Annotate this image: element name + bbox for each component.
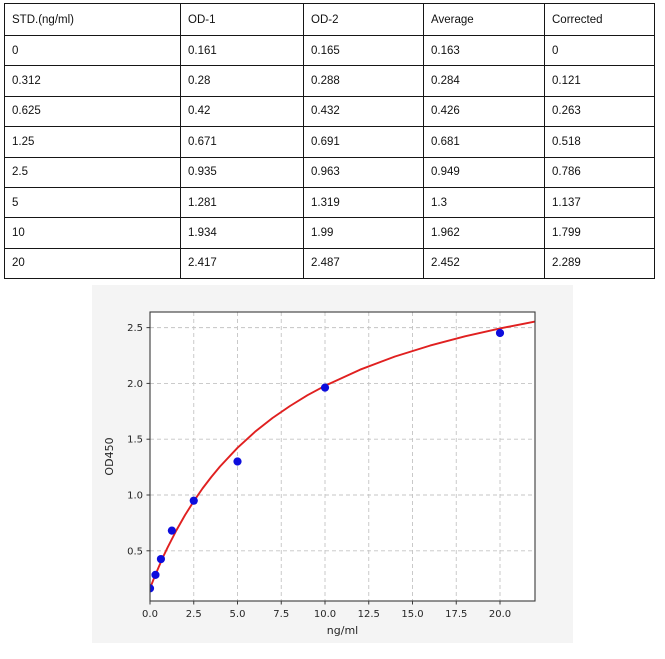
y-tick-label: 2.0 <box>127 379 143 390</box>
standard-curve-chart: 0.0 2.5 5.0 7.5 10.0 12.5 15.0 17.5 20.0 0.5 1.0 1.… <box>103 311 536 637</box>
x-tick-label: 20.0 <box>489 609 511 620</box>
table-cell: 0.263 <box>544 95 655 128</box>
table-cell: 1.962 <box>423 217 545 249</box>
data-point <box>189 496 198 505</box>
table-cell: 0.165 <box>303 34 424 67</box>
table-cell: 0.161 <box>180 34 304 67</box>
x-tick-label: 12.5 <box>358 609 380 620</box>
y-tick-label: 1.0 <box>127 490 143 501</box>
table-cell: 0.963 <box>303 156 424 188</box>
standards-table: STD.(ng/ml) OD-1 OD-2 Average Corrected … <box>4 3 655 280</box>
y-axis-label: OD450 <box>103 437 116 475</box>
table-cell: 0.625 <box>4 95 181 128</box>
column-header-od1: OD-1 <box>180 3 304 36</box>
table-cell: 0.786 <box>544 156 655 188</box>
table-cell: 0.288 <box>303 65 424 97</box>
table-cell: 0.671 <box>180 126 304 158</box>
x-tick-label: 2.5 <box>186 609 202 620</box>
x-tick-label: 10.0 <box>314 609 336 620</box>
table-cell: 0.949 <box>423 156 545 188</box>
table-row: 0 0.161 0.165 0.163 0 <box>4 34 655 67</box>
table-cell: 0.42 <box>180 95 304 128</box>
data-point <box>167 526 176 535</box>
table-row: 1.25 0.671 0.691 0.681 0.518 <box>4 126 655 158</box>
x-tick-label: 5.0 <box>230 609 246 620</box>
table-cell: 0.163 <box>423 34 545 67</box>
table-cell: 0.121 <box>544 65 655 97</box>
table-cell: 2.452 <box>423 247 545 280</box>
y-tick-label: 0.5 <box>127 546 143 557</box>
x-tick-label: 0.0 <box>142 609 158 620</box>
data-point <box>150 584 155 593</box>
table-cell: 0 <box>544 34 655 67</box>
x-tick-label: 15.0 <box>401 609 423 620</box>
table-cell: 0 <box>4 34 181 67</box>
table-cell: 2.289 <box>544 247 655 280</box>
table-cell: 0.681 <box>423 126 545 158</box>
standard-curve-figure: 0.0 2.5 5.0 7.5 10.0 12.5 15.0 17.5 20.0 0.5 1.0 1.… <box>92 285 573 643</box>
table-cell: 1.99 <box>303 217 424 249</box>
table-row: 10 1.934 1.99 1.962 1.799 <box>4 217 655 249</box>
table-cell: 1.137 <box>544 186 655 219</box>
table-cell: 2.5 <box>4 156 181 188</box>
table-cell: 5 <box>4 186 181 219</box>
data-point <box>233 457 242 466</box>
x-axis-label: ng/ml <box>327 624 358 637</box>
table-cell: 10 <box>4 217 181 249</box>
table-cell: 1.799 <box>544 217 655 249</box>
column-header-std: STD.(ng/ml) <box>4 3 181 36</box>
table-header-row: STD.(ng/ml) OD-1 OD-2 Average Corrected <box>4 3 655 36</box>
table-cell: 1.25 <box>4 126 181 158</box>
plot-border <box>149 311 536 602</box>
table-row: 0.312 0.28 0.288 0.284 0.121 <box>4 65 655 97</box>
table-cell: 0.691 <box>303 126 424 158</box>
table-cell: 2.417 <box>180 247 304 280</box>
data-point <box>495 328 505 338</box>
column-header-average: Average <box>423 3 545 36</box>
table-row: 5 1.281 1.319 1.3 1.137 <box>4 186 655 219</box>
table-cell: 1.934 <box>180 217 304 249</box>
column-header-corrected: Corrected <box>544 3 655 36</box>
table-row: 20 2.417 2.487 2.452 2.289 <box>4 247 655 280</box>
table-row: 0.625 0.42 0.432 0.426 0.263 <box>4 95 655 128</box>
table-cell: 1.3 <box>423 186 545 219</box>
data-point <box>151 570 160 579</box>
table-cell: 1.281 <box>180 186 304 219</box>
y-tick-label: 2.5 <box>127 323 143 334</box>
data-point <box>156 554 166 564</box>
table-cell: 0.432 <box>303 95 424 128</box>
table-cell: 0.312 <box>4 65 181 97</box>
plot-area <box>150 312 535 601</box>
table-cell: 1.319 <box>303 186 424 219</box>
table-cell: 0.935 <box>180 156 304 188</box>
table-cell: 0.28 <box>180 65 304 97</box>
table-cell: 20 <box>4 247 181 280</box>
data-point <box>320 383 330 392</box>
fit-curve-line <box>150 320 536 589</box>
y-tick-label: 1.5 <box>127 435 143 446</box>
table-cell: 2.487 <box>303 247 424 280</box>
x-tick-label: 7.5 <box>273 609 289 620</box>
table-row: 2.5 0.935 0.963 0.949 0.786 <box>4 156 655 188</box>
column-header-od2: OD-2 <box>303 3 424 36</box>
table-cell: 0.426 <box>423 95 545 128</box>
table-cell: 0.518 <box>544 126 655 158</box>
x-tick-label: 17.5 <box>445 609 467 620</box>
table-cell: 0.284 <box>423 65 545 97</box>
